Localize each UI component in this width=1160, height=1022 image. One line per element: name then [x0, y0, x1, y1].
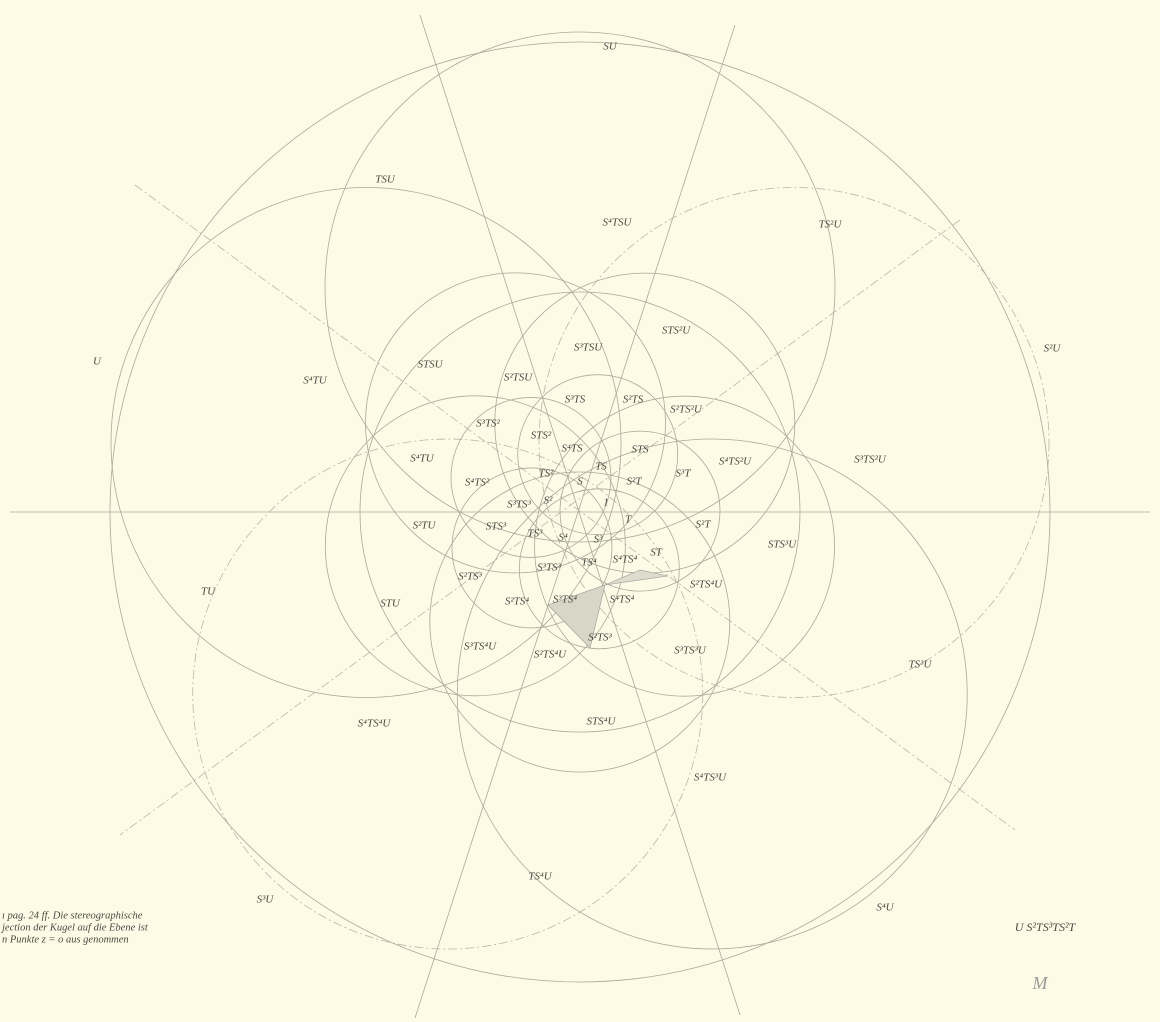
region-label: T: [625, 514, 632, 526]
region-label: S²T: [627, 476, 643, 488]
caption-line: jection der Kugel auf die Ebene ist: [0, 922, 149, 933]
region-label: S²TS⁴U: [534, 649, 567, 661]
region-label: STU: [380, 598, 401, 610]
region-label: STS: [631, 444, 649, 456]
region-label: TS²U: [819, 219, 843, 231]
region-label: S⁴TS⁴U: [358, 718, 392, 730]
region-label: S: [577, 476, 583, 488]
region-label: S⁴: [558, 532, 568, 544]
region-label: SU: [603, 41, 618, 53]
caption-line: ı pag. 24 ff. Die stereographische: [2, 910, 143, 921]
region-label: S³TS²: [476, 418, 500, 430]
region-label: S⁴TS⁴: [610, 594, 635, 606]
region-label: S³TS³: [537, 562, 561, 574]
region-label: S⁴TS: [562, 443, 583, 455]
region-label: TS²: [539, 468, 555, 480]
region-label: S²TS: [623, 394, 644, 406]
region-label: S³TS³U: [674, 645, 707, 657]
region-label: S²TS³: [588, 632, 612, 644]
region-label: TS⁴U: [528, 871, 552, 883]
region-label: S³TS: [565, 394, 586, 406]
region-label: S⁴TS²: [465, 477, 490, 489]
region-label: S⁴U: [876, 902, 894, 914]
region-label: TU: [201, 586, 216, 598]
region-label: S³TS⁴U: [464, 641, 497, 653]
region-label: STSU: [417, 359, 443, 371]
region-label: S²U: [1044, 343, 1062, 355]
region-label: U: [93, 356, 102, 368]
region-label: S²: [544, 495, 554, 507]
diagram: M SUTSUS⁴TSUTS²UUS⁴TUSTSUS³TSUSTS²US²US²…: [0, 0, 1160, 1022]
region-label: STS⁴U: [587, 716, 617, 728]
region-label: TS³U: [909, 659, 933, 671]
caption-line: n Punkte z = o aus genommen: [2, 934, 129, 945]
region-label: S²TS²U: [670, 404, 703, 416]
region-label: S²T: [696, 519, 712, 531]
region-label: S⁴TU: [303, 375, 327, 387]
region-label: S²TSU: [504, 372, 533, 384]
region-label: TS⁴: [581, 557, 597, 569]
region-label: S³TS³: [507, 499, 531, 511]
region-label: S⁴TS³U: [694, 772, 727, 784]
region-label: S⁴TS²U: [719, 456, 752, 468]
region-label: S²TU: [413, 520, 437, 532]
region-label: S³TS⁴: [553, 594, 577, 606]
region-label: S³U: [257, 894, 275, 906]
region-label: S²TS³: [458, 571, 482, 583]
region-label: S²TS⁴: [505, 596, 529, 608]
region-label: S³TS²U: [854, 454, 887, 466]
region-label: TSU: [375, 174, 396, 186]
region-label: 1: [603, 497, 609, 509]
monogram: M: [1032, 973, 1049, 993]
projection-lines: [0, 0, 1160, 1022]
region-label: ST: [650, 547, 663, 559]
region-label: STS²U: [662, 325, 691, 337]
region-label: STS²: [531, 430, 552, 442]
region-label: S⁴TU: [410, 453, 434, 465]
region-label: STS³: [486, 521, 507, 533]
formula: U S²TS³TS²T: [1015, 920, 1077, 934]
region-label: S²TS⁴U: [690, 579, 723, 591]
region-label: S³: [594, 534, 604, 546]
region-label: S³T: [676, 468, 692, 480]
region-label: S⁴TSU: [603, 217, 633, 229]
region-label: S³TSU: [574, 342, 603, 354]
region-label: TS³: [528, 528, 544, 540]
region-label: S⁴TS⁴: [613, 554, 638, 566]
region-label: STS³U: [768, 539, 797, 551]
region-label: TS: [595, 461, 607, 473]
